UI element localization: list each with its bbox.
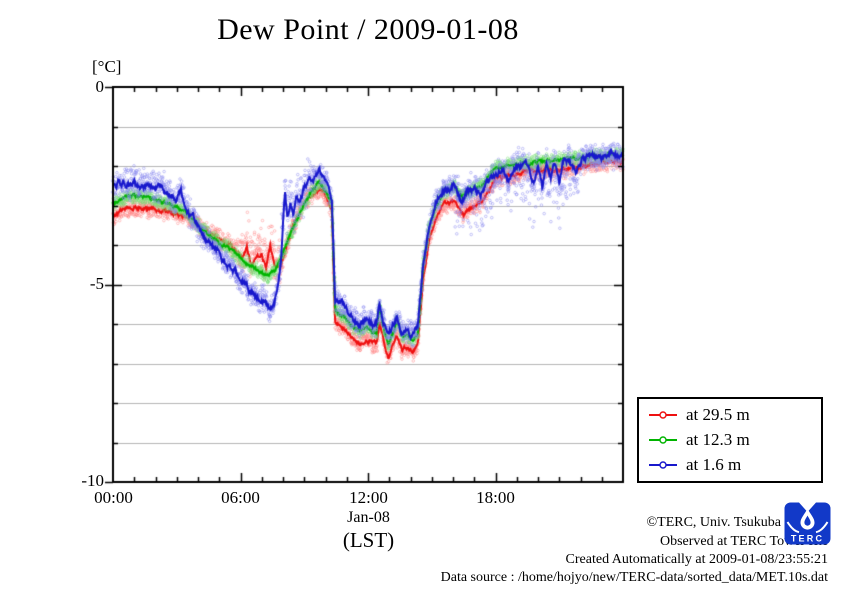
legend-label: at 1.6 m bbox=[686, 455, 742, 474]
legend-entry-1-6m: at 1.6 m bbox=[648, 456, 821, 474]
footer-copyright: ©TERC, Univ. Tsukuba bbox=[646, 515, 782, 530]
y-tick-label-0: 0 bbox=[95, 77, 105, 96]
footer-data-source-path: Data source : /home/hojyo/new/TERC-data/… bbox=[440, 570, 828, 585]
x-axis-date-label: Jan-08 bbox=[347, 509, 390, 526]
x-tick-label-1800: 18:00 bbox=[476, 488, 515, 507]
x-tick-label-0600: 06:00 bbox=[221, 488, 260, 507]
legend-box: at 29.5 m at 12.3 m at 1.6 m bbox=[637, 397, 823, 483]
y-tick-label-minus10: -10 bbox=[81, 471, 104, 490]
terc-logo-text: TERC bbox=[791, 534, 824, 544]
y-axis-unit-label: [°C] bbox=[92, 57, 122, 76]
legend-entry-12-3m: at 12.3 m bbox=[648, 431, 821, 449]
x-tick-label-0000: 00:00 bbox=[94, 488, 133, 507]
x-axis-timezone-label: (LST) bbox=[342, 528, 395, 552]
page-title: Dew Point / 2009-01-08 bbox=[217, 13, 519, 46]
legend-label: at 29.5 m bbox=[686, 405, 750, 424]
y-tick-label-minus5: -5 bbox=[89, 274, 104, 293]
footer-created-timestamp: Created Automatically at 2009-01-08/23:5… bbox=[565, 552, 828, 567]
legend-key-line-icon bbox=[649, 461, 677, 469]
terc-logo: TERC bbox=[784, 502, 831, 545]
legend-label: at 12.3 m bbox=[686, 430, 750, 449]
legend-entry-29-5m: at 29.5 m bbox=[648, 406, 821, 424]
legend-key-line-icon bbox=[649, 436, 677, 444]
legend-key-line-icon bbox=[649, 411, 677, 419]
x-tick-label-1200: 12:00 bbox=[349, 488, 388, 507]
